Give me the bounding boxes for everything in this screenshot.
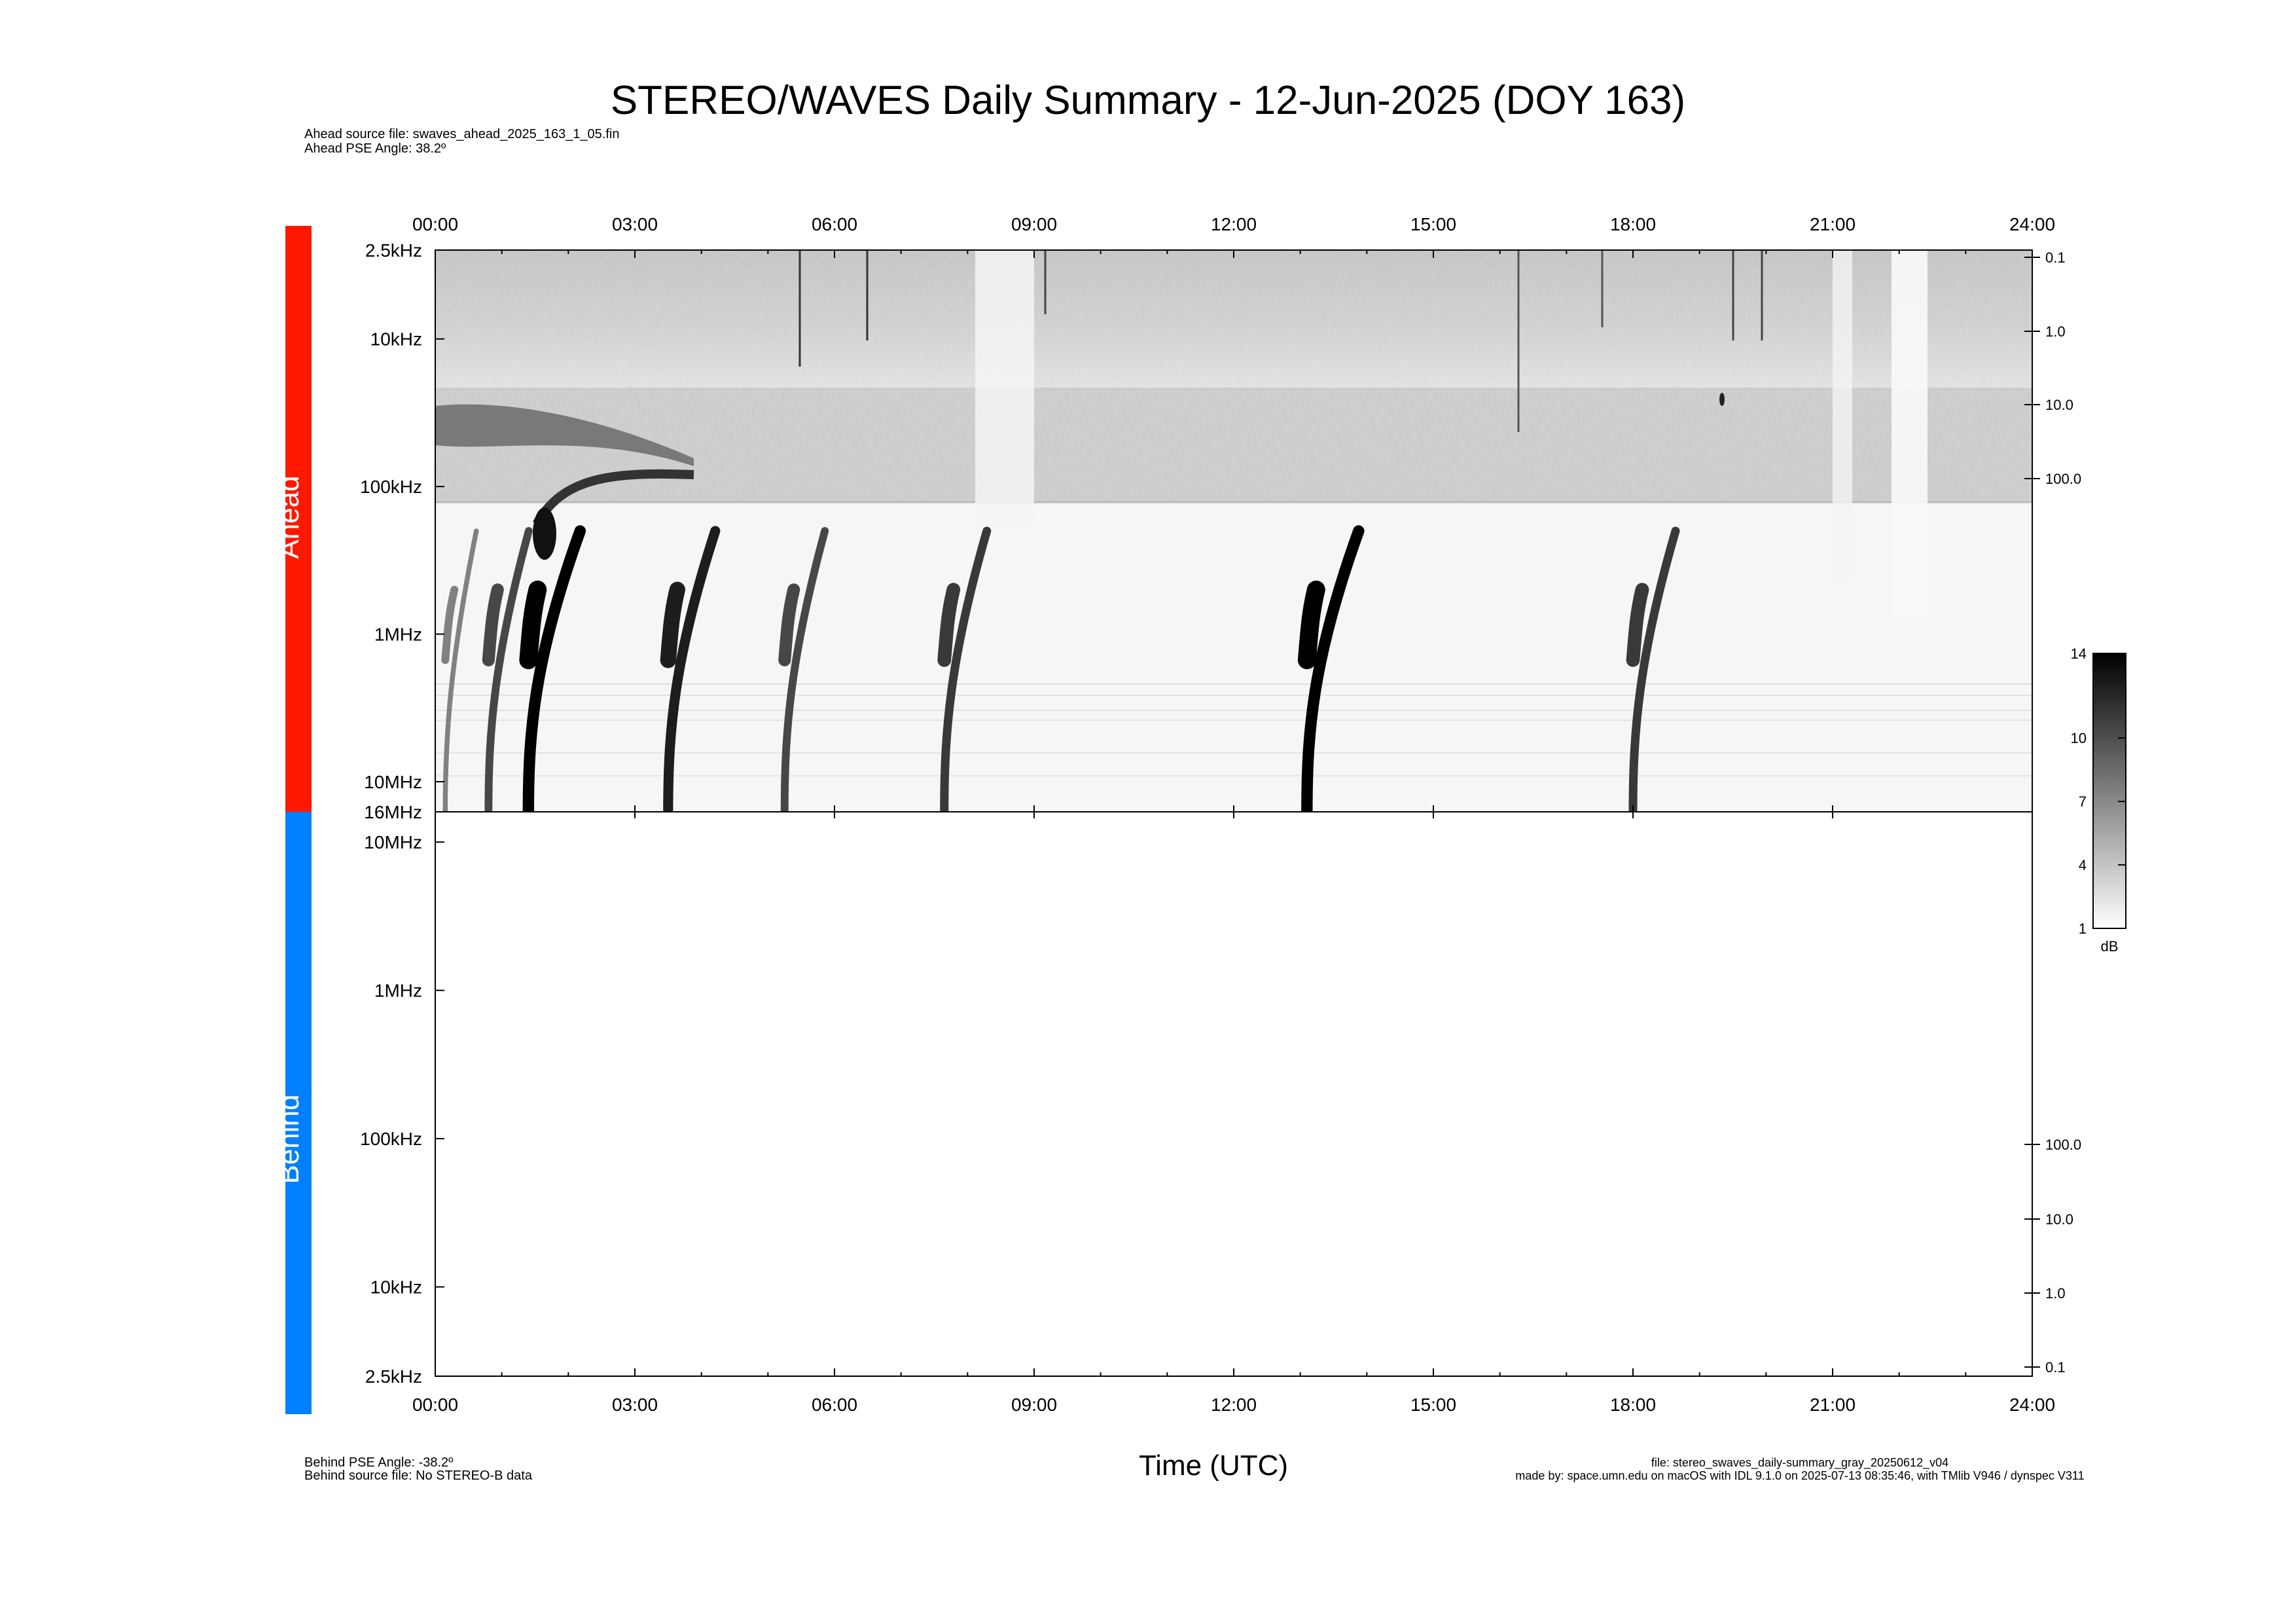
radio-burst-core [778,583,800,666]
right-tick-label-ahead: 100.0 [2045,471,2081,487]
behind-spectrogram [435,812,2032,1376]
x-tick-label-top: 00:00 [412,214,458,234]
radio-burst-core [1297,580,1325,670]
y-tick-label-ahead: 1MHz [374,625,422,645]
x-tick-label-bottom: 15:00 [1410,1395,1456,1415]
ahead-source-text: Ahead source file: swaves_ahead_2025_163… [304,127,620,141]
ahead-label: Ahead [273,475,305,558]
radio-burst-core [660,581,685,668]
y-tick-label-ahead: 2.5kHz [365,240,422,261]
y-tick-label-ahead: 10MHz [364,772,422,792]
behind-pse-angle: Behind PSE Angle: -38.2º [304,1455,454,1470]
radio-burst-core [482,583,504,666]
x-tick-label-bottom: 00:00 [412,1395,458,1415]
right-tick-label-behind: 100.0 [2045,1137,2081,1153]
colorbar-tick-label: 7 [2079,793,2087,810]
radio-burst [522,525,586,818]
ahead-pse-angle: Ahead PSE Angle: 38.2º [304,141,446,156]
x-tick-label-top: 03:00 [612,214,658,234]
y-tick-label-ahead: 16MHz [364,802,422,822]
x-tick-label-top: 12:00 [1211,214,1257,234]
x-tick-label-bottom: 06:00 [812,1395,857,1415]
y-tick-label-ahead: 10kHz [370,329,422,350]
y-tick-label-behind: 1MHz [374,981,422,1001]
colorbar-ticks: 14 10 7 4 1 [2071,646,2126,937]
colorbar-unit: dB [2101,938,2119,955]
x-tick-label-top: 21:00 [1810,214,1856,234]
behind-label: Behind [273,1094,305,1184]
radio-burst [484,527,533,816]
x-tick-label-bottom: 18:00 [1610,1395,1656,1415]
radio-burst [442,528,479,814]
y-axis: 2.5kHz 10kHz 100kHz 1MHz 10MHz 16MHz 10MHz 1MHz… [360,240,2081,1387]
colorbar-tick-label: 4 [2079,857,2087,873]
radio-burst [663,526,721,817]
behind-side-bar [285,812,312,1414]
radio-burst-core [1626,583,1649,667]
right-tick-label-behind: 1.0 [2045,1285,2066,1302]
x-axis-title: Time (UTC) [1139,1450,1288,1482]
radio-burst [1628,526,1680,816]
x-tick-label-top: 18:00 [1610,214,1656,234]
x-tick-label-bottom: 03:00 [612,1395,658,1415]
chart-title: STEREO/WAVES Daily Summary - 12-Jun-2025… [610,78,1686,123]
x-tick-label-top: 24:00 [2009,214,2055,234]
radio-burst-core [441,585,459,665]
y-tick-label-behind: 10MHz [364,832,422,852]
made-by-text: made by: space.umn.edu on macOS with IDL… [1515,1469,2085,1482]
radio-burst-core [937,583,961,667]
y-tick-label-behind: 100kHz [360,1129,422,1149]
right-tick-label-ahead: 10.0 [2045,397,2073,413]
x-tick-label-bottom: 21:00 [1810,1395,1856,1415]
colorbar [2092,653,2126,929]
x-tick-label-top: 15:00 [1410,214,1456,234]
y-tick-label-behind: 10kHz [370,1277,422,1298]
x-tick-label-top: 09:00 [1011,214,1057,234]
radio-burst-core [519,580,547,670]
radio-burst [940,526,992,816]
y-tick-label-ahead: 100kHz [360,477,422,497]
colorbar-tick-label: 14 [2071,646,2087,662]
right-tick-label-behind: 10.0 [2045,1211,2073,1228]
ahead-spectrogram [435,250,2032,818]
radio-burst [1301,525,1365,818]
y-tick-label-behind: 2.5kHz [365,1366,422,1387]
x-tick-label-bottom: 12:00 [1211,1395,1257,1415]
right-tick-label-ahead: 0.1 [2045,249,2066,266]
x-tick-label-bottom: 24:00 [2009,1395,2055,1415]
colorbar-tick-label: 1 [2079,921,2087,937]
ahead-side-bar [285,226,312,812]
right-tick-label-ahead: 1.0 [2045,323,2066,340]
radio-burst [780,527,829,816]
x-tick-label-top: 06:00 [812,214,857,234]
x-tick-label-bottom: 09:00 [1011,1395,1057,1415]
right-tick-label-behind: 0.1 [2045,1359,2066,1376]
output-filename: file: stereo_swaves_daily-summary_gray_2… [1651,1456,1949,1469]
colorbar-tick-label: 10 [2071,730,2087,746]
behind-source-text: Behind source file: No STEREO-B data [304,1468,532,1483]
